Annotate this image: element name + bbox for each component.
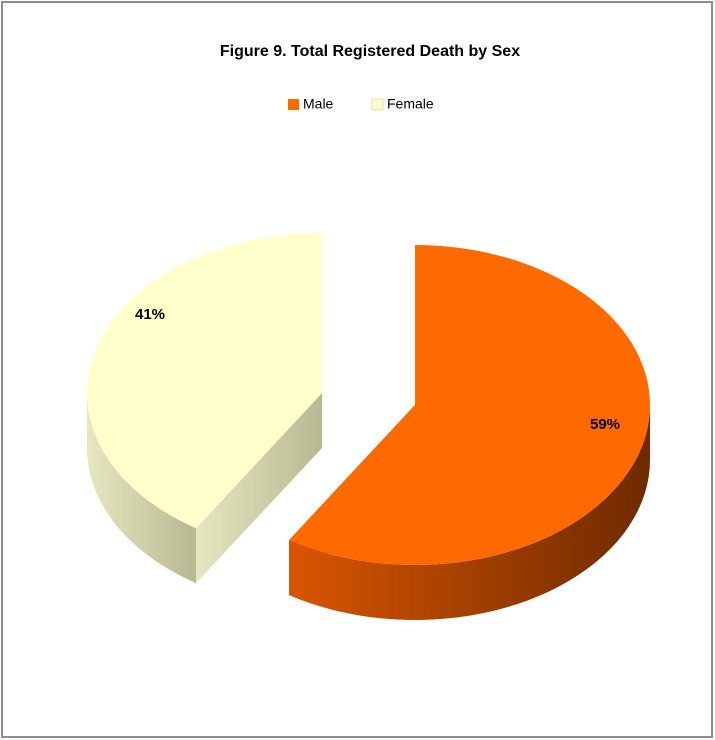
- legend-label: Male: [303, 96, 334, 112]
- data-label: 59%: [590, 416, 620, 433]
- legend-swatch: [371, 98, 384, 111]
- chart-title: Figure 9. Total Registered Death by Sex: [220, 43, 520, 60]
- slice-side: [289, 405, 650, 620]
- slice: [289, 245, 650, 565]
- data-label: 41%: [135, 306, 165, 323]
- legend-swatch: [288, 99, 299, 110]
- slice: [87, 233, 322, 529]
- legend-label: Female: [387, 96, 434, 112]
- slice-side: [196, 393, 322, 584]
- slice-side: [87, 393, 197, 584]
